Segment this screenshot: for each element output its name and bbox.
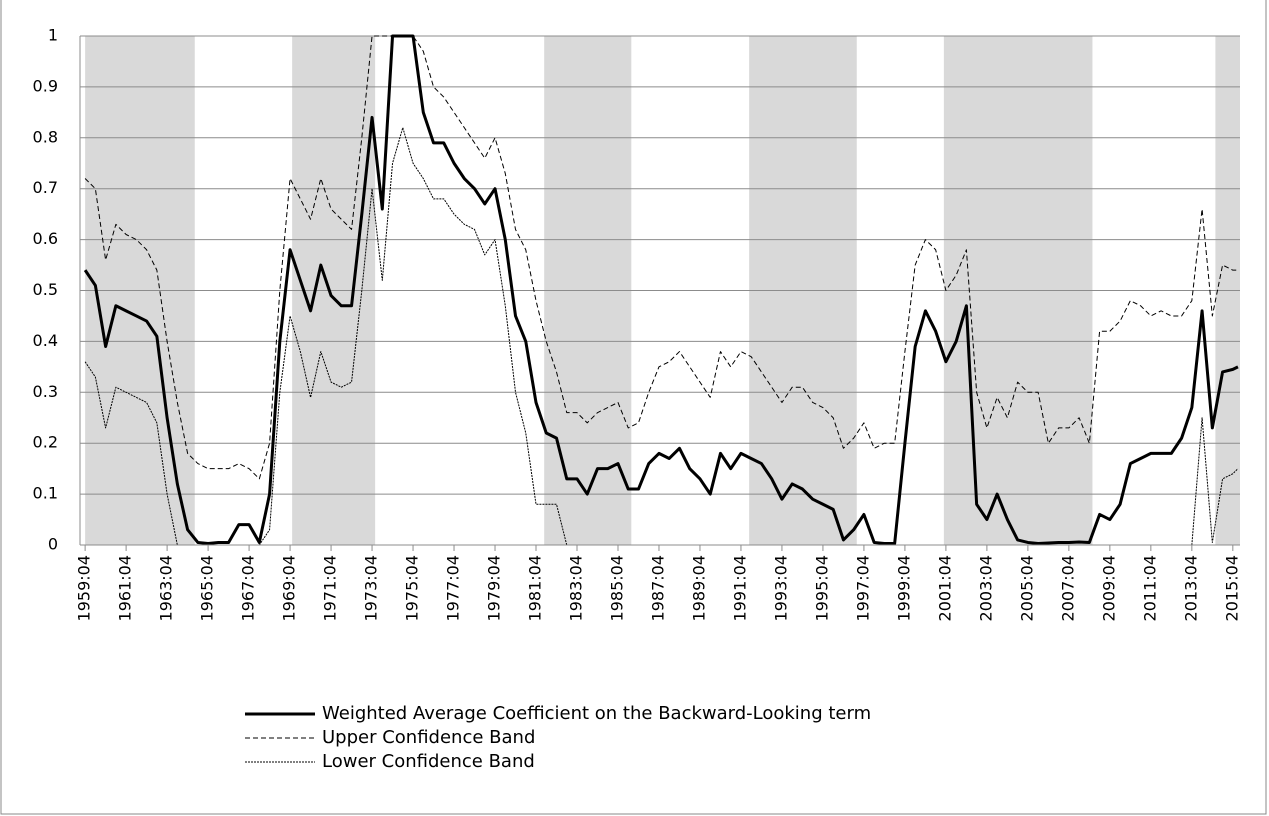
y-tick-label: 0.4 — [33, 331, 58, 350]
y-tick-label: 0.9 — [33, 76, 58, 95]
series-line — [84, 35, 1238, 480]
x-tick-label: 1987:04 — [648, 555, 667, 621]
y-tick-label: 0.2 — [33, 433, 58, 452]
x-tick-label: 1981:04 — [526, 555, 545, 621]
x-tick-label: 1999:04 — [894, 555, 913, 621]
y-tick-label: 0.7 — [33, 178, 58, 197]
x-tick-label: 1975:04 — [403, 555, 422, 621]
y-tick-label: 0.1 — [33, 484, 58, 503]
x-tick-label: 2007:04 — [1058, 555, 1077, 621]
x-tick-label: 2011:04 — [1140, 555, 1159, 621]
x-tick-label: 1963:04 — [157, 555, 176, 621]
x-tick-label: 1965:04 — [198, 555, 217, 621]
x-tick-label: 2009:04 — [1099, 555, 1118, 621]
x-tick-label: 1959:04 — [75, 555, 94, 621]
x-tick-label: 1997:04 — [853, 555, 872, 621]
x-tick-label: 2005:04 — [1017, 555, 1036, 621]
x-tick-label: 1973:04 — [362, 555, 381, 621]
y-tick-label: 0 — [48, 535, 58, 554]
y-tick-label: 1 — [48, 26, 58, 45]
y-tick-label: 0.5 — [33, 280, 58, 299]
x-tick-label: 1977:04 — [444, 555, 463, 621]
x-tick-label: 2001:04 — [935, 555, 954, 621]
legend-label: Upper Confidence Band — [322, 727, 535, 748]
x-tick-label: 1983:04 — [566, 555, 585, 621]
y-tick-label: 0.3 — [33, 382, 58, 401]
x-tick-label: 1971:04 — [321, 555, 340, 621]
x-tick-label: 1967:04 — [239, 555, 258, 621]
x-tick-label: 2013:04 — [1181, 555, 1200, 621]
y-tick-label: 0.8 — [33, 127, 58, 146]
x-tick-label: 2015:04 — [1222, 555, 1241, 621]
y-tick-label: 0.6 — [33, 229, 58, 248]
x-tick-label: 1995:04 — [812, 555, 831, 621]
x-tick-label: 1979:04 — [485, 555, 504, 621]
x-tick-label: 1985:04 — [607, 555, 626, 621]
x-tick-label: 1969:04 — [280, 555, 299, 621]
x-tick-label: 1961:04 — [116, 555, 135, 621]
legend-label: Lower Confidence Band — [322, 751, 535, 772]
x-tick-label: 1989:04 — [689, 555, 708, 621]
series-line — [83, 34, 1239, 545]
x-tick-label: 2003:04 — [976, 555, 995, 621]
x-tick-label: 1993:04 — [771, 555, 790, 621]
legend-label: Weighted Average Coefficient on the Back… — [322, 703, 871, 724]
x-tick-label: 1991:04 — [730, 555, 749, 621]
